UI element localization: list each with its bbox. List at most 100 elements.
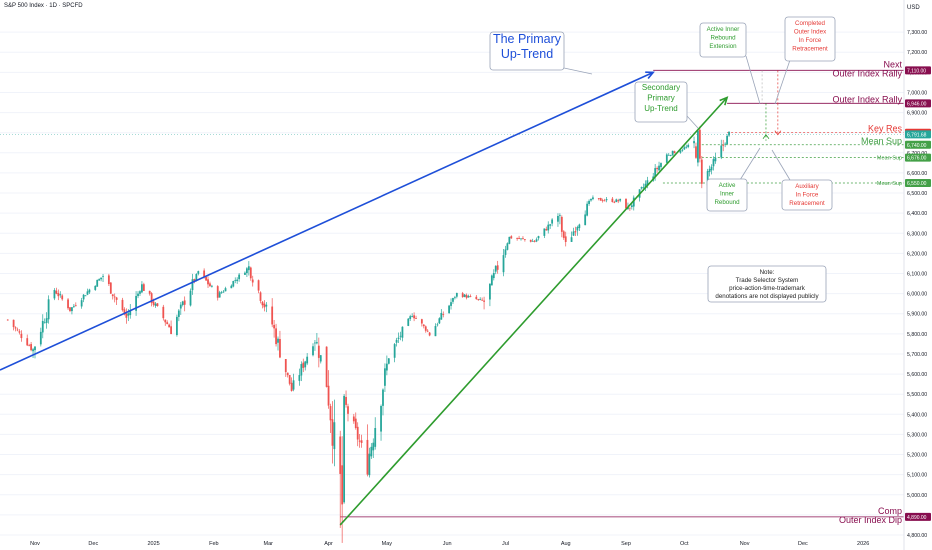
callout-tail xyxy=(686,115,699,129)
candle-body xyxy=(156,303,159,307)
candle xyxy=(644,180,647,191)
callout-text: Rebound xyxy=(714,199,740,206)
candle-body xyxy=(358,440,361,442)
candle-body xyxy=(72,305,75,307)
candle xyxy=(220,290,223,294)
candle-body xyxy=(302,362,305,368)
candle-body xyxy=(142,284,145,291)
candle-body xyxy=(168,324,171,328)
candle xyxy=(109,282,112,295)
price-tag-box xyxy=(905,153,931,162)
trend-arrowhead xyxy=(645,71,655,80)
candle-body xyxy=(327,385,330,406)
callout-text: Active Inner xyxy=(707,26,740,33)
price-tag: 6,946.00 xyxy=(905,99,931,108)
candle-body xyxy=(216,286,219,298)
candle-body xyxy=(247,266,250,271)
candle-body xyxy=(407,318,410,326)
candle-body xyxy=(39,331,42,345)
candle xyxy=(440,309,443,320)
price-tag-box xyxy=(905,140,931,149)
candle-body xyxy=(109,282,112,294)
candle xyxy=(257,279,260,294)
candle xyxy=(529,239,532,243)
candle-body xyxy=(368,453,371,476)
candle-body xyxy=(166,322,169,325)
candle-body xyxy=(397,337,400,339)
annotations: The PrimaryUp-TrendSecondaryPrimaryUp-Tr… xyxy=(489,16,836,303)
candle xyxy=(162,304,165,321)
candle-body xyxy=(535,239,538,242)
x-tick-label: Nov xyxy=(740,541,750,547)
candle-body xyxy=(547,224,550,231)
callout-text: Active xyxy=(719,182,736,189)
candle-body xyxy=(708,168,711,173)
candle xyxy=(508,236,511,245)
candle xyxy=(230,284,233,289)
trendline xyxy=(0,71,654,371)
candle xyxy=(475,294,478,300)
candle-body xyxy=(454,297,456,299)
y-tick-label: 5,200.00 xyxy=(907,453,927,459)
candle-body xyxy=(183,300,186,305)
candle-body xyxy=(669,155,672,156)
candle-body xyxy=(69,307,71,311)
candle xyxy=(154,301,157,308)
candle xyxy=(613,200,616,204)
y-tick-label: 7,300.00 xyxy=(907,30,927,36)
candle xyxy=(656,166,659,173)
candle-body xyxy=(420,319,423,324)
candle-body xyxy=(102,275,104,277)
candle xyxy=(428,332,431,337)
candle xyxy=(298,368,301,386)
candle-body xyxy=(30,344,33,351)
candle-body xyxy=(572,231,575,236)
candle xyxy=(356,422,359,447)
candle-body xyxy=(562,231,565,238)
candle xyxy=(597,198,600,201)
candle xyxy=(28,343,31,347)
candle-body xyxy=(578,224,581,229)
candle-body xyxy=(411,316,414,317)
candle-body xyxy=(597,198,600,199)
candle-body xyxy=(502,255,505,273)
candle xyxy=(244,271,246,276)
candle xyxy=(625,198,627,209)
candle xyxy=(236,277,239,284)
candle xyxy=(720,139,723,160)
candle xyxy=(467,294,470,298)
candle-body xyxy=(483,300,485,302)
candle xyxy=(531,238,534,242)
candle xyxy=(586,201,589,217)
candle xyxy=(393,343,396,363)
candle-body xyxy=(96,279,99,287)
candle xyxy=(547,221,550,234)
candle-body xyxy=(630,205,633,208)
candle xyxy=(518,235,520,240)
callout-text: Extension xyxy=(709,43,737,50)
candle-body xyxy=(712,159,715,167)
candle xyxy=(522,236,524,240)
candle xyxy=(397,332,400,344)
level-label: Comp xyxy=(878,506,902,516)
candle xyxy=(67,297,69,310)
candle xyxy=(176,314,178,337)
candle-body xyxy=(658,165,660,171)
candle-body xyxy=(86,291,89,295)
candle xyxy=(599,197,602,201)
candle xyxy=(372,438,375,459)
price-axis: 4,800.004,900.005,000.005,100.005,200.00… xyxy=(903,0,931,550)
x-tick-label: Mar xyxy=(264,541,274,547)
chart-title: S&P 500 Index · 1D · SPCFD xyxy=(4,3,83,9)
callout-text: Up-Trend xyxy=(644,104,678,113)
candle-body xyxy=(440,312,443,320)
callout-tail xyxy=(563,67,593,75)
candle xyxy=(687,143,690,149)
candle xyxy=(273,319,276,338)
candle xyxy=(712,156,715,171)
candle xyxy=(218,290,221,298)
candle xyxy=(619,198,622,203)
candle xyxy=(658,161,660,172)
